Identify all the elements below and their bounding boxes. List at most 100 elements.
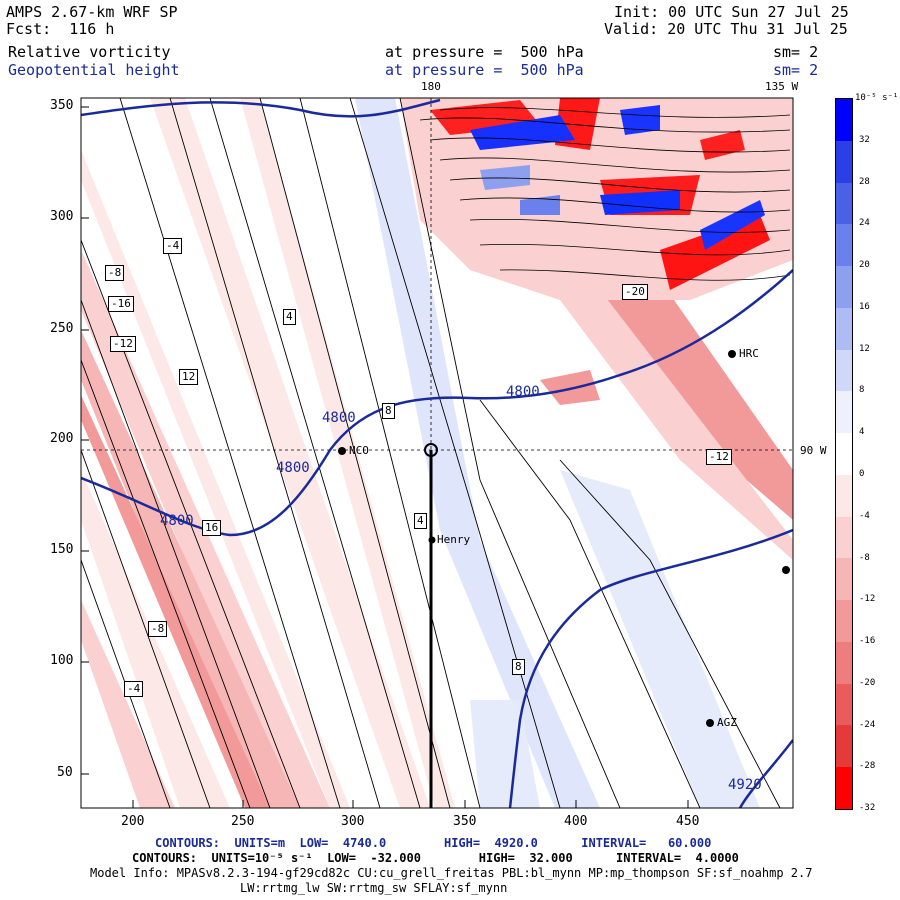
colorbar-label: -8 xyxy=(859,552,870,563)
colorbar-segment xyxy=(836,641,852,685)
neg-vorticity-band xyxy=(150,98,430,808)
vorticity-contours xyxy=(81,98,781,808)
y-tick-label: 350 xyxy=(50,98,74,113)
colorbar-label: -16 xyxy=(859,636,876,647)
lon-label-135w: 135 W xyxy=(765,80,799,93)
y-tick-label: 150 xyxy=(50,542,74,557)
colorbar-segment xyxy=(836,99,852,142)
model-title: AMPS 2.67-km WRF SP xyxy=(6,3,178,21)
height-label: 4800 xyxy=(322,410,356,426)
pos-vorticity-band xyxy=(470,700,540,808)
contours-height-info: CONTOURS: UNITS=m LOW= 4740.0 HIGH= 4920… xyxy=(155,836,712,850)
colorbar-segment xyxy=(836,767,852,810)
colorbar-segment xyxy=(836,224,852,267)
colorbar-segment xyxy=(836,433,852,476)
field1-smooth: sm= 2 xyxy=(773,43,819,61)
colorbar-segment xyxy=(836,683,852,726)
colorbar-segment xyxy=(836,474,852,518)
colorbar-segment xyxy=(836,725,852,768)
storm-streaks xyxy=(430,98,770,290)
station-label-agz: AGZ xyxy=(717,716,737,729)
colorbar-label: -12 xyxy=(859,594,876,605)
y-tick-label: 50 xyxy=(57,765,73,780)
field1-name: Relative vorticity xyxy=(8,43,171,61)
vorticity-label: -16 xyxy=(108,296,134,312)
x-tick-label: 300 xyxy=(341,814,365,829)
colorbar-segment xyxy=(836,558,852,601)
y-tick-label: 250 xyxy=(50,321,74,336)
x-tick-label: 200 xyxy=(121,814,145,829)
lon-label-180: 180 xyxy=(421,80,441,93)
colorbar-label: 20 xyxy=(859,260,870,271)
field2-name: Geopotential height xyxy=(8,61,180,79)
forecast-hour: Fcst: 116 h xyxy=(6,20,115,38)
field2-level: at pressure = 500 hPa xyxy=(385,61,584,79)
height-label: 4800 xyxy=(160,513,194,529)
vorticity-label: 4 xyxy=(414,513,427,529)
colorbar-segment xyxy=(836,266,852,309)
colorbar-label: 4 xyxy=(859,427,865,438)
vorticity-label: -8 xyxy=(105,265,125,281)
y-tick-label: 100 xyxy=(50,653,74,668)
y-tick-label: 200 xyxy=(50,431,74,446)
x-tick-label: 350 xyxy=(453,814,477,829)
vorticity-label: -20 xyxy=(622,284,648,300)
vorticity-label: -4 xyxy=(163,238,183,254)
colorbar-segment xyxy=(836,140,852,183)
station-label-hrc: HRC xyxy=(739,347,759,360)
neg-vorticity-band xyxy=(560,290,793,560)
x-tick-label: 400 xyxy=(564,814,588,829)
model-info: Model Info: MPASv8.2.3-194-gf29cd82c CU:… xyxy=(90,866,813,880)
neg-vorticity-band xyxy=(81,150,350,808)
pos-vorticity-band xyxy=(355,98,600,808)
lon-label-90w: 90 W xyxy=(800,444,827,457)
colorbar-segment xyxy=(836,182,852,225)
colorbar-segment xyxy=(836,516,852,559)
colorbar-segment xyxy=(836,600,852,643)
axis-ticks xyxy=(81,106,689,808)
init-time: Init: 00 UTC Sun 27 Jul 25 xyxy=(614,3,849,21)
field2-smooth: sm= 2 xyxy=(773,61,819,79)
station-label-henry: Henry xyxy=(437,533,471,546)
x-tick-label: 250 xyxy=(231,814,255,829)
field1-level: at pressure = 500 hPa xyxy=(385,43,584,61)
colorbar-segment xyxy=(836,349,852,392)
colorbar-label: 28 xyxy=(859,176,870,187)
vorticity-label: -12 xyxy=(706,449,732,465)
vorticity-label: -4 xyxy=(124,681,144,697)
vorticity-label: 12 xyxy=(179,369,199,385)
colorbar xyxy=(835,98,853,810)
height-label: 4800 xyxy=(276,460,310,476)
y-tick-label: 300 xyxy=(50,209,74,224)
height-label: 4800 xyxy=(506,384,540,400)
colorbar-label: 32 xyxy=(859,134,870,145)
colorbar-label: -32 xyxy=(859,803,876,814)
vorticity-label: 16 xyxy=(202,520,222,536)
colorbar-label: 0 xyxy=(859,469,865,479)
station-label-nco: NCO xyxy=(349,444,369,457)
colorbar-label: -20 xyxy=(859,677,876,688)
storm-contour-lines xyxy=(419,107,791,281)
colorbar-label: 24 xyxy=(859,218,870,229)
colorbar-label: -28 xyxy=(859,761,876,772)
neg-vorticity-band xyxy=(540,370,600,405)
contours-vorticity-info: CONTOURS: UNITS=10⁻⁵ s⁻¹ LOW= -32.000 HI… xyxy=(132,851,739,865)
neg-vorticity-band xyxy=(600,280,793,520)
physics-info: LW:rrtmg_lw SW:rrtmg_sw SFLAY:sf_mynn xyxy=(240,881,508,895)
colorbar-label: 8 xyxy=(859,385,865,396)
colorbar-segment xyxy=(836,307,852,351)
colorbar-label: -24 xyxy=(859,719,876,730)
neg-vorticity-band xyxy=(240,98,455,808)
neg-vorticity-band xyxy=(81,330,300,808)
colorbar-label: 12 xyxy=(859,343,870,354)
vorticity-label: 4 xyxy=(283,309,296,325)
colorbar-segment xyxy=(836,391,852,434)
vorticity-label: -12 xyxy=(110,336,136,352)
colorbar-label: 16 xyxy=(859,301,870,312)
vorticity-label: 8 xyxy=(382,403,395,419)
vorticity-label: 8 xyxy=(512,659,525,675)
vorticity-label: -8 xyxy=(148,621,168,637)
colorbar-labels: 32 28 24 20 16 12 8 4 0 -4 -8 -12 -16 -20 -24 -28 -32 xyxy=(855,98,899,813)
